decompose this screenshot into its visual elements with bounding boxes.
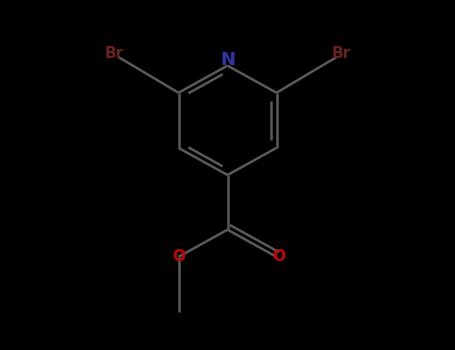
Text: N: N (220, 51, 235, 69)
Text: Br: Br (104, 46, 123, 61)
Text: O: O (172, 249, 185, 264)
Text: O: O (272, 249, 285, 264)
Text: Br: Br (332, 46, 351, 61)
